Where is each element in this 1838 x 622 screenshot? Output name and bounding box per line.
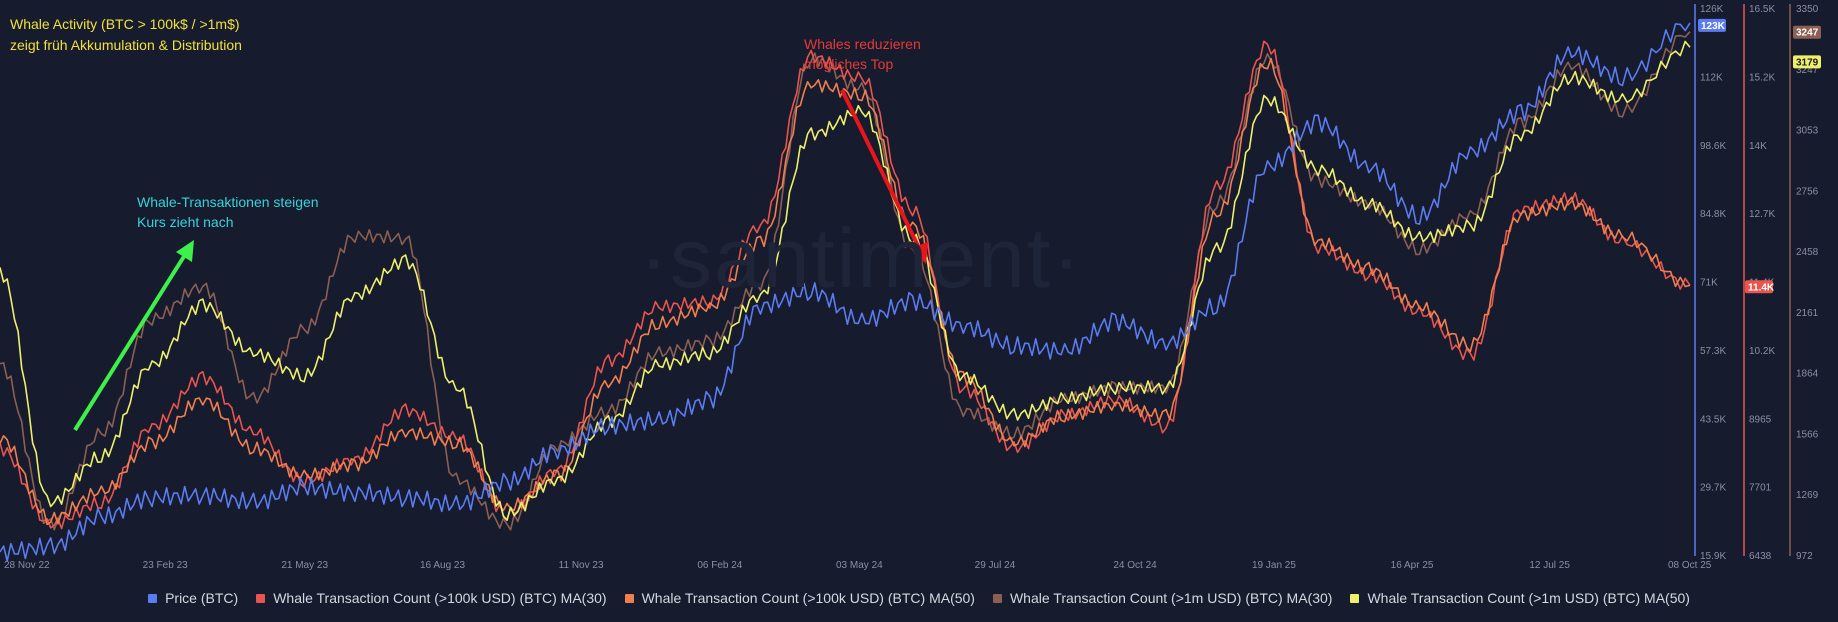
x-tick-label: 21 May 23 bbox=[281, 560, 328, 571]
price-tick-label: 43.5K bbox=[1700, 414, 1726, 425]
w100k-tick-label: 10.2K bbox=[1749, 346, 1775, 357]
legend-item-price[interactable]: Price (BTC) bbox=[148, 590, 238, 606]
w1m-ma50-current-badge-bg bbox=[1793, 55, 1821, 69]
annotation-accumulation: Whale-Transaktionen steigen Kurs zieht n… bbox=[137, 192, 319, 232]
w100k-current-badge: 11.4K bbox=[1748, 282, 1775, 293]
annotation-distribution: Whales reduzieren mögliches Top bbox=[804, 34, 921, 74]
legend-swatch bbox=[148, 593, 158, 603]
w1m-tick-label: 2756 bbox=[1796, 186, 1819, 197]
legend-label: Whale Transaction Count (>1m USD) (BTC) … bbox=[1367, 590, 1690, 606]
price-current-badge-bg bbox=[1698, 18, 1726, 32]
w100k-tick-label: 15.2K bbox=[1749, 72, 1775, 83]
series-line-2 bbox=[0, 57, 1691, 526]
price-tick-label: 112K bbox=[1700, 72, 1723, 83]
w1m-tick-label: 972 bbox=[1796, 551, 1813, 562]
w1m-tick-label: 1864 bbox=[1796, 369, 1819, 380]
w1m-ma50-current-badge: 3179 bbox=[1796, 57, 1819, 68]
x-tick-label: 16 Apr 25 bbox=[1391, 560, 1434, 571]
x-tick-label: 29 Jul 24 bbox=[975, 560, 1016, 571]
w1m-tick-label: 1269 bbox=[1796, 490, 1819, 501]
legend-swatch bbox=[256, 593, 266, 603]
legend-item-100k-ma50[interactable]: Whale Transaction Count (>100k USD) (BTC… bbox=[624, 590, 975, 606]
x-tick-label: 19 Jan 25 bbox=[1252, 560, 1296, 571]
annotation-accumulation-line-2: Kurs zieht nach bbox=[137, 214, 234, 230]
w100k-tick-label: 14K bbox=[1749, 141, 1767, 152]
w100k-tick-label: 8965 bbox=[1749, 414, 1772, 425]
price-tick-label: 29.7K bbox=[1700, 483, 1726, 494]
w1m-tick-label: 3350 bbox=[1796, 4, 1819, 15]
w1m-tick-label: 2458 bbox=[1796, 247, 1819, 258]
legend-label: Whale Transaction Count (>100k USD) (BTC… bbox=[641, 590, 975, 606]
w1m-tick-label: 1566 bbox=[1796, 429, 1819, 440]
x-tick-label: 12 Jul 25 bbox=[1529, 560, 1570, 571]
green-arrow-head bbox=[176, 240, 194, 262]
w100k-tick-label: 6438 bbox=[1749, 551, 1772, 562]
x-tick-label: 23 Feb 23 bbox=[143, 560, 188, 571]
x-tick-label: 03 May 24 bbox=[836, 560, 883, 571]
red-arrow-head bbox=[910, 242, 928, 264]
title-line-1: Whale Activity (BTC > 100k$ / >1m$) bbox=[10, 16, 240, 32]
series-line-1 bbox=[0, 40, 1691, 530]
legend-swatch bbox=[992, 593, 1002, 603]
title-line-2: zeigt früh Akkumulation & Distribution bbox=[10, 37, 242, 53]
x-tick-label: 28 Nov 22 bbox=[4, 560, 50, 571]
w100k-tick-label: 16.5K bbox=[1749, 4, 1775, 15]
price-tick-label: 126K bbox=[1700, 4, 1724, 15]
w100k-tick-label: 12.7K bbox=[1749, 209, 1775, 220]
legend-label: Price (BTC) bbox=[165, 590, 239, 606]
x-tick-label: 11 Nov 23 bbox=[559, 560, 604, 571]
annotation-distribution-line-2: mögliches Top bbox=[804, 56, 894, 72]
santiment-watermark: ·santiment· bbox=[640, 211, 1083, 305]
series-line-0 bbox=[0, 22, 1691, 562]
x-tick-label: 06 Feb 24 bbox=[697, 560, 742, 571]
series-line-4 bbox=[0, 40, 1691, 522]
annotation-accumulation-line-1: Whale-Transaktionen steigen bbox=[137, 194, 319, 210]
price-tick-label: 71K bbox=[1700, 278, 1718, 289]
chart-legend: Price (BTC) Whale Transaction Count (>10… bbox=[0, 590, 1838, 606]
legend-swatch bbox=[624, 593, 634, 603]
price-tick-label: 15.9K bbox=[1700, 551, 1726, 562]
legend-item-1m-ma30[interactable]: Whale Transaction Count (>1m USD) (BTC) … bbox=[992, 590, 1333, 606]
legend-label: Whale Transaction Count (>1m USD) (BTC) … bbox=[1009, 590, 1333, 606]
w1m-tick-label: 3247 bbox=[1796, 65, 1819, 76]
legend-item-100k-ma30[interactable]: Whale Transaction Count (>100k USD) (BTC… bbox=[256, 590, 607, 606]
price-tick-label: 98.6K bbox=[1700, 141, 1726, 152]
legend-item-1m-ma50[interactable]: Whale Transaction Count (>1m USD) (BTC) … bbox=[1350, 590, 1690, 606]
legend-label: Whale Transaction Count (>100k USD) (BTC… bbox=[273, 590, 607, 606]
price-current-badge: 123K bbox=[1701, 21, 1726, 32]
w1m-ma30-current-badge: 3247 bbox=[1796, 28, 1819, 39]
annotation-arrows bbox=[73, 89, 928, 432]
annotation-distribution-line-1: Whales reduzieren bbox=[804, 36, 921, 52]
price-tick-label: 57.3K bbox=[1700, 346, 1726, 357]
x-tick-label: 16 Aug 23 bbox=[420, 560, 465, 571]
series-line-3 bbox=[0, 31, 1691, 531]
chart-title-block: Whale Activity (BTC > 100k$ / >1m$) zeig… bbox=[10, 14, 242, 56]
w1m-ma30-current-badge-bg bbox=[1793, 25, 1821, 39]
x-tick-label: 08 Oct 25 bbox=[1668, 560, 1712, 571]
w1m-tick-label: 3053 bbox=[1796, 126, 1819, 137]
legend-swatch bbox=[1350, 593, 1360, 603]
w100k-tick-label: 7701 bbox=[1749, 483, 1772, 494]
green-arrow-shaft bbox=[73, 248, 190, 432]
price-tick-label: 84.8K bbox=[1700, 209, 1726, 220]
x-tick-label: 24 Oct 24 bbox=[1113, 560, 1157, 571]
red-arrow-shaft bbox=[840, 89, 922, 251]
w100k-current-badge-bg bbox=[1745, 280, 1773, 294]
w1m-tick-label: 2161 bbox=[1796, 308, 1819, 319]
